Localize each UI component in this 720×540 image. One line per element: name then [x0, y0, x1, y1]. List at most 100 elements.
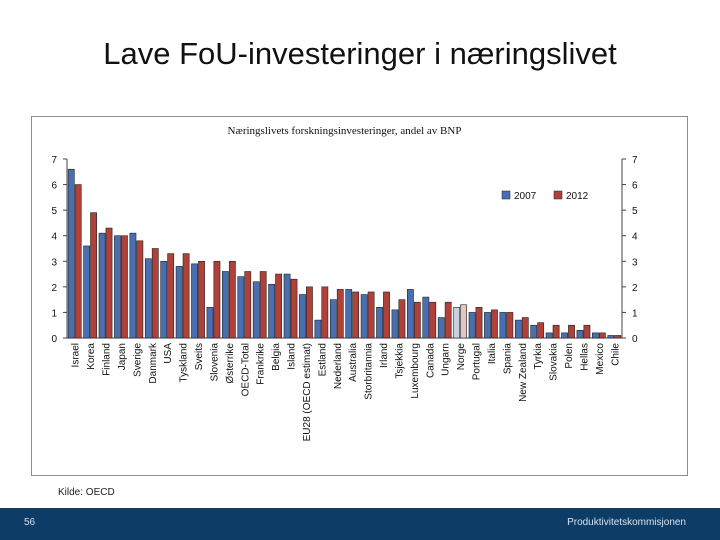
- slide-title: Lave FoU-investeringer i næringslivet: [103, 36, 617, 71]
- chart-container: Næringslivets forskningsinvesteringer, a…: [31, 116, 688, 476]
- x-tick-label: Frankrike: [256, 343, 267, 385]
- bar-2007: [437, 317, 445, 339]
- bar-2012: [244, 271, 252, 339]
- bar-2012: [167, 253, 175, 339]
- bar-2012: [105, 227, 113, 339]
- bar-2007: [314, 319, 322, 339]
- bar-2007: [283, 273, 291, 339]
- x-tick-label: Tsjekkia: [394, 343, 405, 379]
- x-tick-label: Estland: [317, 343, 328, 376]
- y-tick-label-right: 1: [632, 308, 638, 319]
- bar-2007: [329, 299, 337, 339]
- bar-2012: [568, 324, 575, 339]
- bar-2007: [114, 235, 121, 339]
- bar-2007: [144, 258, 152, 339]
- x-tick-label: Sveits: [194, 343, 205, 370]
- bar-2007: [237, 276, 245, 339]
- bar-2007: [530, 324, 538, 339]
- bar-2007: [191, 263, 198, 339]
- bar-2012: [491, 309, 498, 339]
- bar-2007: [545, 332, 553, 339]
- bar-2012: [259, 271, 267, 339]
- x-tick-label: Tyrkia: [533, 343, 544, 370]
- bar-2007: [160, 260, 168, 339]
- bar-2012: [290, 278, 298, 339]
- bar-2012: [213, 260, 221, 339]
- bar-2007: [345, 289, 353, 339]
- y-tick-label-left: 7: [51, 155, 57, 166]
- x-tick-label: USA: [163, 343, 174, 364]
- bar-2007: [468, 312, 476, 339]
- y-tick-label-right: 5: [632, 206, 638, 217]
- bar-2007: [561, 332, 568, 339]
- y-tick-label-right: 3: [632, 257, 638, 268]
- bar-2012: [506, 312, 514, 339]
- bar-2012: [475, 307, 483, 339]
- chart-title: Næringslivets forskningsinvesteringer, a…: [228, 125, 462, 137]
- x-tick-label: Australia: [348, 343, 359, 382]
- bar-2007: [453, 307, 461, 339]
- organization-name: Produktivitetskommisjonen: [567, 517, 686, 528]
- y-tick-label-left: 1: [51, 308, 57, 319]
- y-tick-label-right: 4: [632, 232, 638, 243]
- bar-2012: [521, 317, 529, 339]
- x-tick-label: Finland: [102, 343, 113, 376]
- bar-2012: [598, 332, 606, 339]
- x-tick-label: Chile: [610, 343, 621, 366]
- x-tick-label: Danmark: [148, 342, 159, 384]
- bar-2012: [90, 212, 97, 339]
- bar-2007: [67, 168, 75, 339]
- bar-2007: [360, 294, 368, 339]
- legend-label-2007: 2007: [514, 191, 537, 202]
- x-tick-label: Slovakia: [549, 343, 560, 381]
- x-tick-label: Østerrike: [225, 343, 236, 384]
- bar-chart: Næringslivets forskningsinvesteringer, a…: [51, 125, 638, 441]
- bar-2007: [607, 335, 615, 339]
- x-tick-label: Belgia: [271, 343, 282, 371]
- y-tick-label-left: 5: [51, 206, 57, 217]
- bar-2007: [514, 319, 522, 339]
- page-number: 56: [24, 517, 36, 528]
- x-tick-label: Sverige: [132, 343, 143, 377]
- x-tick-label: Korea: [86, 343, 97, 370]
- bar-2007: [407, 289, 414, 339]
- legend-swatch-2007: [501, 190, 511, 200]
- x-tick-label: Hellas: [579, 343, 590, 371]
- bar-2007: [98, 232, 106, 339]
- bar-2012: [321, 286, 329, 339]
- x-tick-label: EU28 (OECD estimat): [302, 343, 313, 441]
- bar-2007: [499, 312, 507, 339]
- bar-2012: [151, 248, 159, 339]
- y-tick-label-right: 6: [632, 181, 638, 192]
- bar-2007: [592, 332, 599, 339]
- bar-2007: [206, 307, 214, 339]
- bar-2012: [367, 291, 375, 339]
- bar-2007: [576, 330, 584, 339]
- x-tick-label: Tyskland: [179, 343, 190, 382]
- x-tick-label: Luxembourg: [410, 343, 421, 399]
- legend-label-2012: 2012: [566, 191, 589, 202]
- bar-2012: [614, 335, 622, 339]
- x-tick-label: Slovenia: [209, 343, 220, 382]
- bar-2007: [484, 312, 491, 339]
- y-tick-label-right: 0: [632, 334, 638, 345]
- x-tick-label: Irland: [379, 343, 390, 368]
- y-tick-label-left: 0: [51, 334, 57, 345]
- bar-2012: [352, 291, 360, 339]
- bar-2007: [376, 307, 383, 339]
- x-tick-label: Polen: [564, 343, 575, 369]
- x-tick-label: Israel: [71, 343, 82, 367]
- bar-2012: [383, 291, 390, 339]
- x-tick-label: Ungarn: [441, 343, 452, 376]
- y-tick-label-left: 2: [51, 283, 57, 294]
- bar-2007: [175, 266, 183, 339]
- x-tick-label: Portugal: [472, 343, 483, 380]
- bar-2012: [398, 299, 406, 339]
- bar-2007: [299, 294, 306, 339]
- y-tick-label-left: 4: [51, 232, 57, 243]
- x-tick-label: Mexico: [595, 343, 606, 375]
- bar-2012: [413, 301, 421, 339]
- x-tick-label: Nederland: [333, 343, 344, 389]
- x-tick-label: Canada: [425, 343, 436, 378]
- bar-2012: [121, 235, 128, 339]
